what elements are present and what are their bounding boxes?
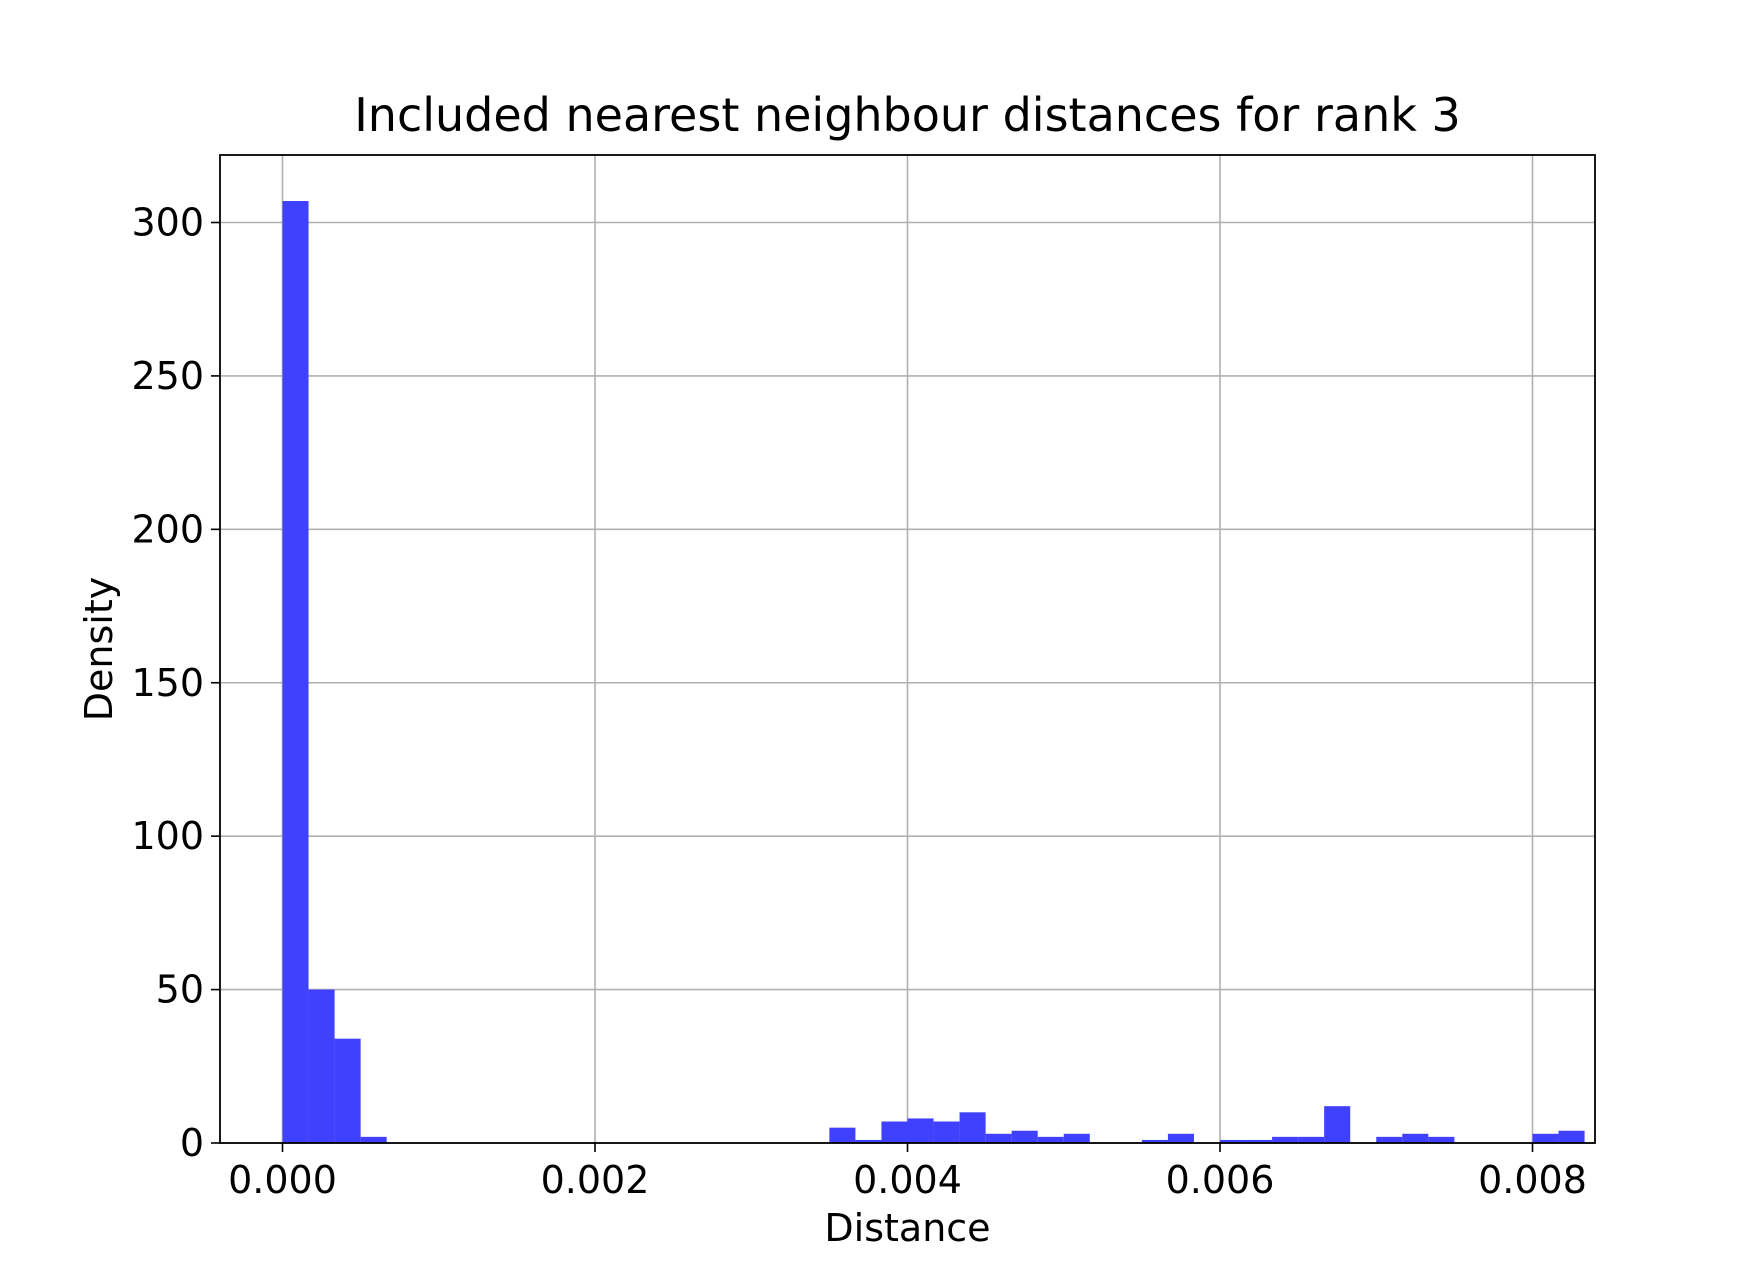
histogram-bar-13 <box>1063 1133 1090 1143</box>
histogram-bar-21 <box>1376 1136 1403 1143</box>
y-tick-label-6: 300 <box>131 201 204 245</box>
histogram-bar-3 <box>360 1136 387 1143</box>
histogram-bar-12 <box>1037 1136 1064 1143</box>
bars-layer <box>282 201 1585 1143</box>
histogram-bar-16 <box>1220 1139 1247 1143</box>
histogram-bar-7 <box>907 1118 934 1143</box>
histogram-bar-22 <box>1402 1133 1429 1143</box>
y-tick-label-4: 200 <box>131 507 204 551</box>
y-tick-label-2: 100 <box>131 814 204 858</box>
histogram-bar-23 <box>1428 1136 1455 1143</box>
chart-title: Included nearest neighbour distances for… <box>354 88 1461 142</box>
histogram-bar-14 <box>1141 1139 1168 1143</box>
histogram-bar-18 <box>1272 1136 1299 1143</box>
x-tick-label-3: 0.006 <box>1166 1158 1275 1202</box>
histogram-bar-17 <box>1246 1139 1273 1143</box>
histogram-bar-6 <box>881 1121 908 1143</box>
ticks-layer: 0.000 0.002 0.004 0.006 0.008 0 50 100 150 200 250… <box>131 201 1586 1202</box>
histogram-bar-9 <box>959 1112 986 1143</box>
y-axis-label: Density <box>77 577 121 721</box>
histogram-bar-0 <box>282 201 309 1143</box>
histogram-bar-24 <box>1532 1133 1559 1143</box>
y-tick-label-5: 250 <box>131 354 204 398</box>
x-tick-label-2: 0.004 <box>853 1158 962 1202</box>
y-tick-label-3: 150 <box>131 661 204 705</box>
x-tick-label-4: 0.008 <box>1478 1158 1587 1202</box>
x-tick-label-1: 0.002 <box>541 1158 650 1202</box>
histogram-bar-5 <box>855 1139 882 1143</box>
histogram-bar-1 <box>308 989 335 1143</box>
histogram-bar-10 <box>985 1133 1012 1143</box>
histogram-bar-4 <box>829 1127 856 1143</box>
histogram-bar-8 <box>933 1121 960 1143</box>
histogram-bar-2 <box>334 1038 361 1143</box>
x-axis-label: Distance <box>824 1206 990 1250</box>
histogram-bar-19 <box>1298 1136 1325 1143</box>
y-tick-label-0: 0 <box>180 1121 204 1165</box>
histogram-bar-20 <box>1324 1106 1351 1143</box>
y-tick-label-1: 50 <box>156 968 204 1012</box>
histogram-bar-15 <box>1167 1133 1194 1143</box>
x-tick-label-0: 0.000 <box>228 1158 337 1202</box>
histogram-bar-11 <box>1011 1130 1038 1143</box>
histogram-bar-25 <box>1558 1130 1585 1143</box>
